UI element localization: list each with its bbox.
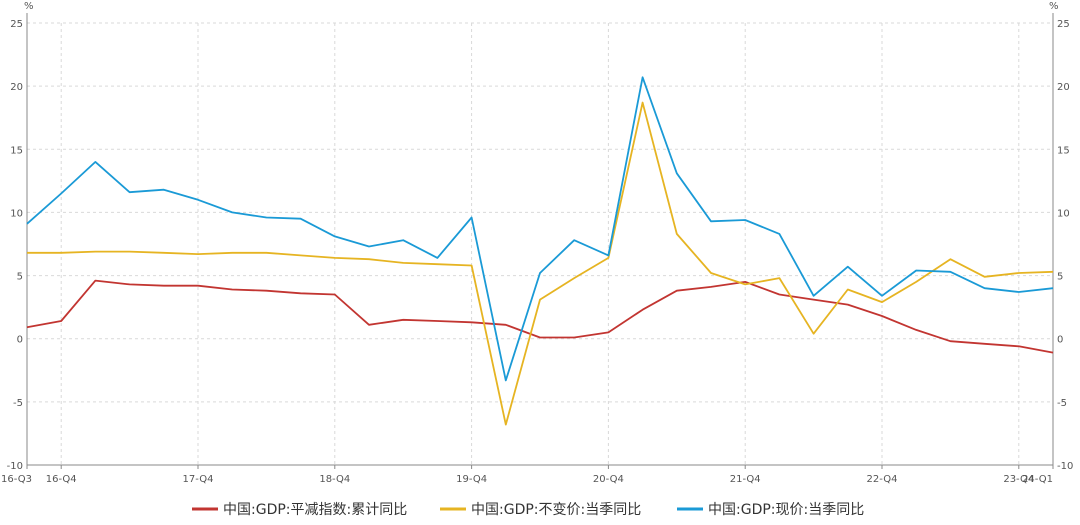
y-tick-label-left: -10 xyxy=(7,461,23,472)
left-axis-unit: % xyxy=(24,1,34,12)
right-axis-unit: % xyxy=(1049,1,1059,12)
x-tick-label: 22-Q4 xyxy=(867,474,898,485)
y-tick-label-right: 20 xyxy=(1057,82,1070,93)
y-tick-label-right: 0 xyxy=(1057,335,1063,346)
y-tick-label-right: 10 xyxy=(1057,208,1070,219)
x-tick-label: 17-Q4 xyxy=(183,474,214,485)
legend-label-2: 中国:GDP:现价:当季同比 xyxy=(708,502,864,518)
y-tick-label-left: 15 xyxy=(10,145,23,156)
x-tick-labels: 16-Q3 16-Q4 17-Q4 18-Q4 19-Q4 20-Q4 21-Q4 22-Q4… xyxy=(1,474,1053,485)
y-tick-label-right: 15 xyxy=(1057,145,1070,156)
x-tick-label: 24-Q1 xyxy=(1022,474,1053,485)
y-tick-label-left: -5 xyxy=(13,398,23,409)
y-tick-label-right: 25 xyxy=(1057,19,1070,30)
y-tick-labels: -10 -10 -5 -5 0 0 5 5 10 10 15 15 20 20 25 25 xyxy=(7,19,1074,472)
grid-layer xyxy=(27,22,1053,465)
x-tick-label: 21-Q4 xyxy=(730,474,761,485)
y-tick-label-left: 25 xyxy=(10,19,23,30)
x-tick-label: 23-Q4 xyxy=(1003,474,1034,485)
x-tick-label: 16-Q4 xyxy=(46,474,77,485)
y-tick-label-left: 5 xyxy=(17,272,23,283)
series-line-0 xyxy=(26,279,1054,354)
axis-layer xyxy=(26,13,1054,469)
series-layer xyxy=(26,76,1054,426)
x-tick-label: 20-Q4 xyxy=(593,474,624,485)
x-tick-label: 16-Q3 xyxy=(1,474,32,485)
series-line-2 xyxy=(26,76,1054,382)
y-tick-label-right: 5 xyxy=(1057,272,1063,283)
y-tick-label-left: 0 xyxy=(17,335,23,346)
y-tick-label-right: -10 xyxy=(1057,461,1073,472)
series-line-1 xyxy=(27,101,1054,426)
legend: 中国:GDP:平减指数:累计同比 中国:GDP:不变价:当季同比 中国:GDP:现价… xyxy=(192,502,864,518)
y-tick-label-left: 10 xyxy=(10,208,23,219)
y-tick-label-left: 20 xyxy=(10,82,23,93)
x-tick-label: 19-Q4 xyxy=(456,474,487,485)
legend-label-0: 中国:GDP:平减指数:累计同比 xyxy=(223,502,407,518)
x-tick-label: 18-Q4 xyxy=(319,474,350,485)
legend-label-1: 中国:GDP:不变价:当季同比 xyxy=(471,502,641,518)
y-tick-label-right: -5 xyxy=(1057,398,1067,409)
